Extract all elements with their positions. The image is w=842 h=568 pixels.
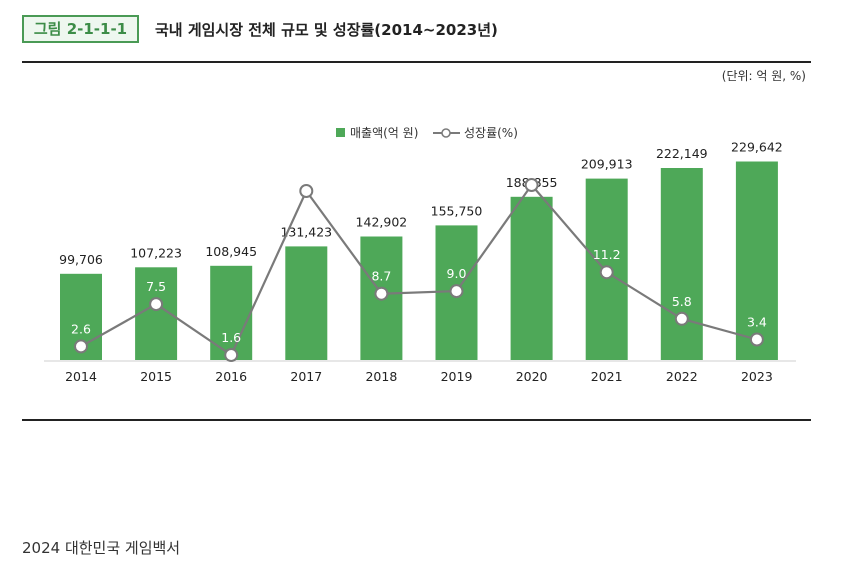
- growth-point-2020: [524, 178, 539, 192]
- bar-value-label-2023: 229,642: [731, 140, 783, 155]
- growth-value-label-2016: 1.6: [221, 330, 241, 345]
- growth-line-series: [74, 178, 764, 362]
- growth-point-2016: [224, 348, 239, 362]
- bar-value-label-2016: 108,945: [205, 244, 257, 259]
- growth-value-label-2019: 9.0: [447, 266, 467, 281]
- x-axis-tick-labels: 2014 2015 2016 2017 2018 2019 2020 2021 2022 2023: [65, 369, 773, 384]
- chart: 매출액(억 원) 성장률(%) 99,706 107,223 108,945 131,4…: [44, 126, 796, 384]
- growth-point-2014: [74, 339, 88, 354]
- growth-value-label-2023: 3.4: [747, 315, 767, 330]
- growth-point-2019: [449, 284, 464, 299]
- growth-point-2021: [599, 265, 614, 280]
- x-tick-label-2022: 2022: [666, 369, 698, 384]
- growth-value-label-2022: 5.8: [672, 294, 692, 309]
- bar-value-label-2021: 209,913: [581, 157, 633, 172]
- x-tick-label-2023: 2023: [741, 369, 773, 384]
- x-tick-label-2015: 2015: [140, 369, 172, 384]
- bar-value-label-2015: 107,223: [130, 245, 182, 260]
- x-tick-label-2019: 2019: [441, 369, 473, 384]
- bar-2023: [735, 161, 778, 360]
- footer-text: 2024 대한민국 게임백서: [22, 539, 181, 557]
- legend-bar-swatch: [336, 128, 345, 137]
- bar-2017: [285, 246, 328, 360]
- x-tick-label-2018: 2018: [365, 369, 397, 384]
- growth-line-path: [80, 183, 758, 357]
- growth-point-2023: [749, 332, 764, 347]
- bar-value-label-2014: 99,706: [59, 252, 103, 267]
- bar-value-labels: 99,706 107,223 108,945 131,423 142,902 155,75…: [59, 140, 783, 267]
- legend-bar-label: 매출액(억 원): [350, 126, 418, 140]
- growth-value-label-2021: 11.2: [593, 247, 621, 262]
- bar-value-label-2019: 155,750: [431, 203, 483, 218]
- growth-point-2022: [674, 311, 689, 326]
- growth-value-label-2020: 21.3: [518, 160, 546, 175]
- legend: 매출액(억 원) 성장률(%): [336, 126, 518, 140]
- x-tick-label-2021: 2021: [591, 369, 623, 384]
- legend-line-label: 성장률(%): [464, 126, 518, 140]
- bar-value-label-2018: 142,902: [356, 215, 408, 230]
- growth-value-label-2014: 2.6: [71, 321, 91, 336]
- bar-2022: [660, 168, 703, 360]
- growth-point-2015: [149, 297, 164, 312]
- figure-title: 국내 게임시장 전체 규모 및 성장률(2014~2023년): [155, 21, 498, 39]
- x-tick-label-2014: 2014: [65, 369, 97, 384]
- bar-2020: [510, 196, 553, 360]
- growth-value-label-2017: 20.6: [292, 166, 320, 181]
- growth-value-label-2018: 8.7: [371, 269, 391, 284]
- figure-label: 그림 2-1-1-1: [22, 15, 139, 43]
- unit-note: (단위: 억 원, %): [721, 69, 806, 83]
- x-tick-label-2020: 2020: [516, 369, 548, 384]
- growth-point-2018: [374, 286, 389, 301]
- growth-value-labels: 2.6 7.5 1.6 20.6 8.7 9.0 21.3 11.2 5.8 3.4: [71, 160, 767, 345]
- bar-series: [60, 161, 778, 360]
- bottom-rule: [22, 419, 811, 421]
- growth-point-2017: [299, 184, 314, 198]
- growth-value-label-2015: 7.5: [146, 279, 166, 294]
- bar-value-label-2017: 131,423: [280, 224, 332, 239]
- bar-value-label-2022: 222,149: [656, 146, 708, 161]
- x-tick-label-2016: 2016: [215, 369, 247, 384]
- x-tick-label-2017: 2017: [290, 369, 322, 384]
- top-rule: [22, 61, 811, 63]
- legend-line-marker: [441, 128, 451, 138]
